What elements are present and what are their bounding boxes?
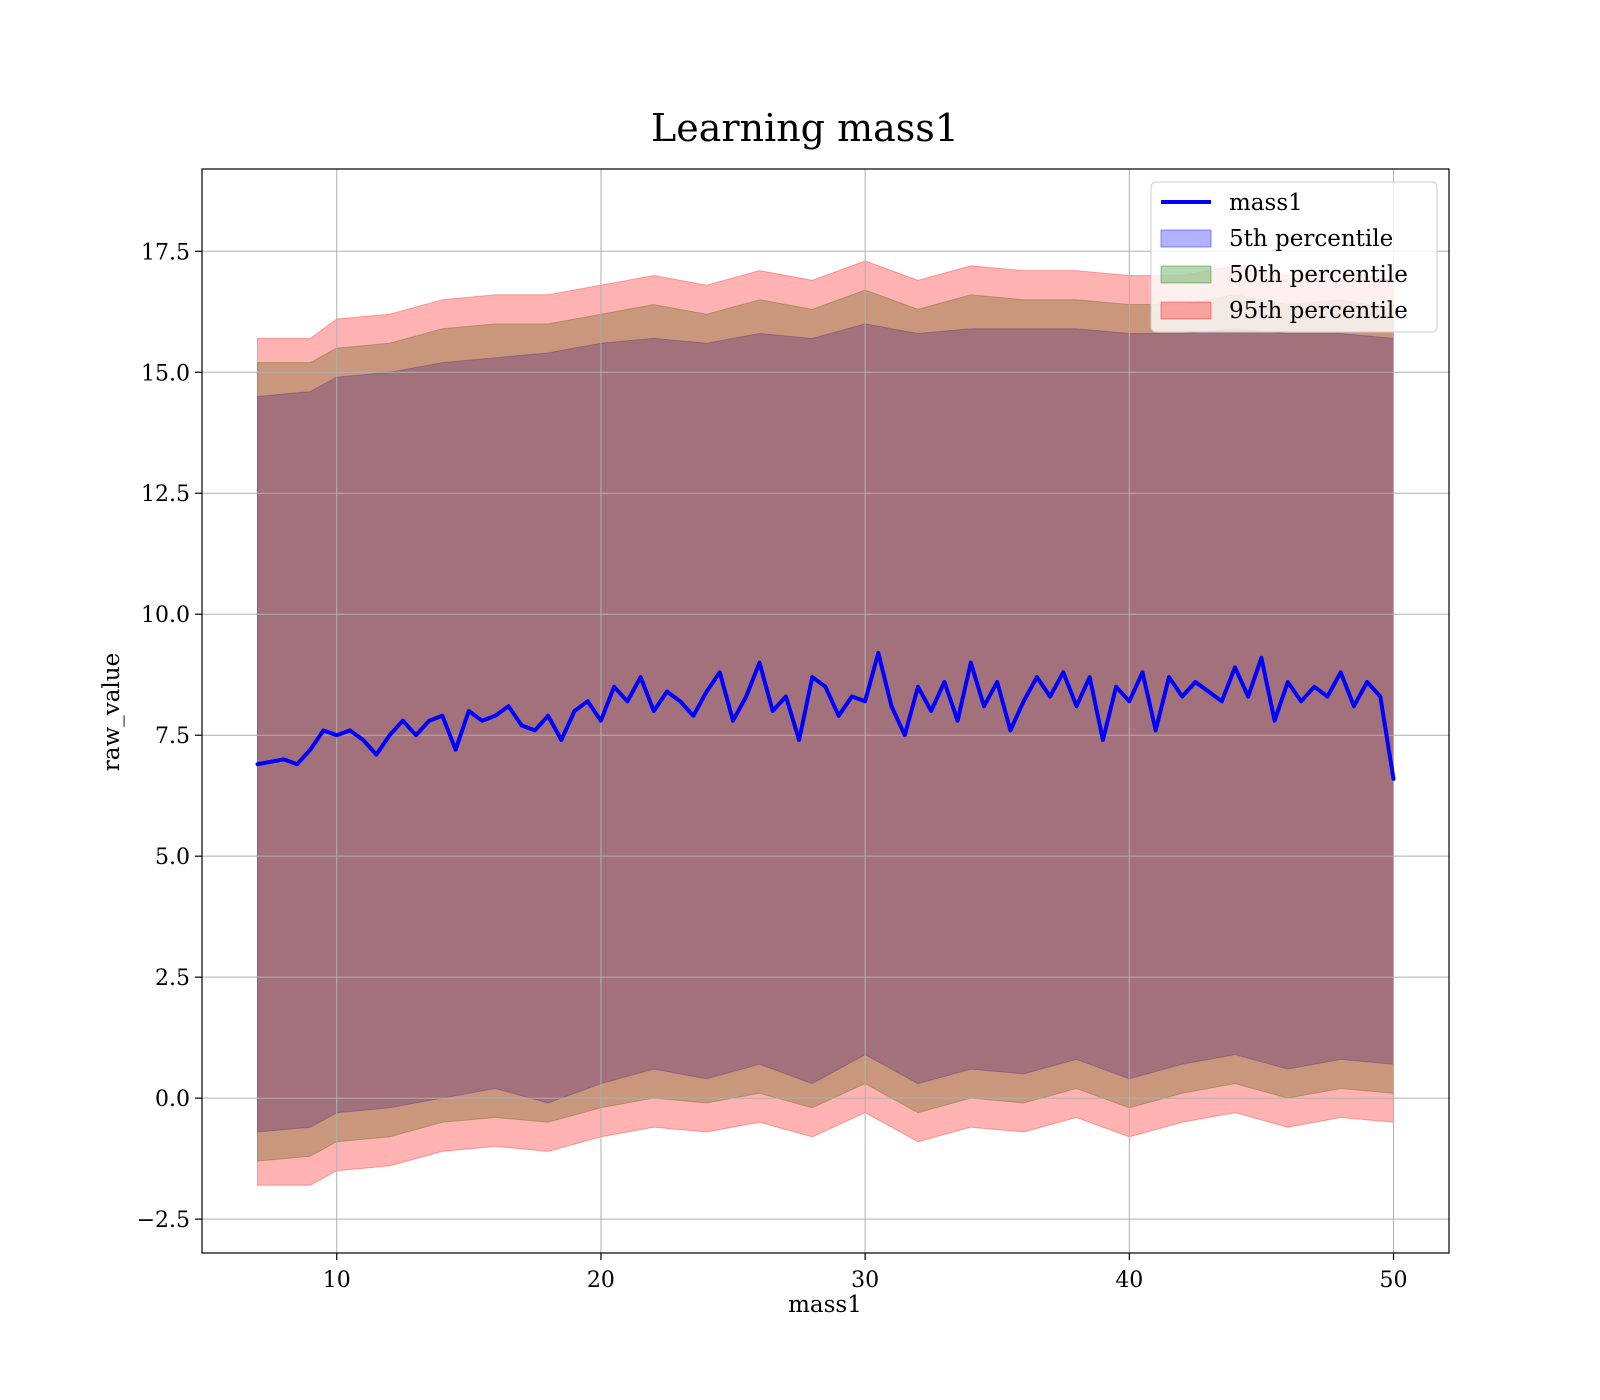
legend-label: 95th percentile	[1229, 298, 1408, 324]
x-tick-label: 30	[851, 1268, 879, 1293]
plot-area	[202, 169, 1449, 1253]
y-tick-label: −2.5	[137, 1208, 190, 1233]
y-tick-label: 5.0	[155, 845, 190, 870]
legend-label: mass1	[1229, 190, 1303, 216]
legend-swatch	[1160, 265, 1212, 284]
x-tick-label: 20	[587, 1268, 615, 1293]
y-tick-label: 12.5	[141, 482, 190, 507]
legend-label: 50th percentile	[1229, 262, 1408, 288]
x-tick-label: 40	[1115, 1268, 1143, 1293]
legend-label: 5th percentile	[1229, 226, 1393, 252]
legend-swatch	[1160, 229, 1212, 248]
y-tick-label: 7.5	[155, 724, 190, 749]
x-axis-label: mass1	[788, 1292, 862, 1318]
series-line-mass1	[255, 650, 1396, 781]
legend-box	[1150, 181, 1438, 333]
y-tick-label: 0.0	[155, 1087, 190, 1112]
y-tick-label: 15.0	[141, 361, 190, 386]
x-tick-label: 10	[323, 1268, 351, 1293]
chart-title: Learning mass1	[651, 106, 959, 150]
x-axis: 10 20 30 40 50	[323, 1253, 1408, 1293]
legend: mass1 5th percentile 50th percentile 95th p…	[1150, 181, 1438, 333]
x-tick-label: 50	[1380, 1268, 1408, 1293]
y-axis: −2.5 0.0 2.5 5.0 7.5 10.0 12.5 15.0 17.5	[137, 240, 202, 1233]
y-tick-label: 17.5	[141, 240, 190, 265]
plot-frame	[201, 168, 1450, 1254]
y-axis-label: raw_value	[99, 653, 125, 771]
y-tick-label: 2.5	[155, 966, 190, 991]
y-tick-label: 10.0	[141, 603, 190, 628]
legend-swatch	[1160, 301, 1212, 320]
